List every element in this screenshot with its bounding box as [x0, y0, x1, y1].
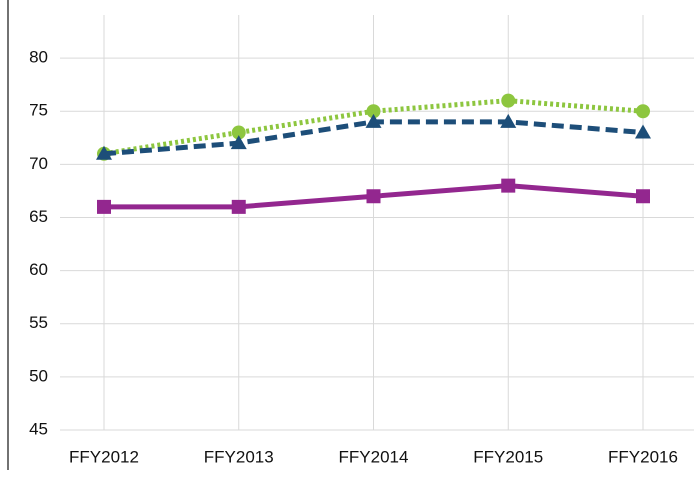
point — [96, 145, 112, 160]
point — [366, 189, 381, 204]
y-tick-label: 80 — [29, 48, 48, 67]
y-tick-label: 75 — [29, 101, 48, 120]
point — [501, 93, 516, 108]
y-tick-label: 55 — [29, 313, 48, 332]
x-tick-label: FFY2013 — [204, 447, 274, 466]
point — [230, 135, 247, 150]
point — [231, 199, 246, 214]
point — [97, 199, 111, 214]
point — [231, 125, 246, 140]
point — [636, 104, 650, 119]
y-tick-label: 65 — [29, 207, 48, 226]
point — [636, 189, 650, 204]
y-tick-label: 70 — [29, 154, 48, 173]
point — [365, 113, 382, 128]
point — [501, 178, 516, 193]
point — [635, 124, 651, 139]
y-tick-label: 60 — [29, 260, 48, 279]
x-tick-label: FFY2016 — [608, 447, 678, 466]
y-tick-label: 50 — [29, 366, 48, 385]
x-tick-label: FFY2014 — [339, 447, 409, 466]
x-tick-label: FFY2012 — [69, 447, 139, 466]
x-tick-label: FFY2015 — [473, 447, 543, 466]
point — [366, 104, 381, 119]
y-tick-label: 45 — [29, 419, 48, 438]
point — [500, 113, 517, 128]
